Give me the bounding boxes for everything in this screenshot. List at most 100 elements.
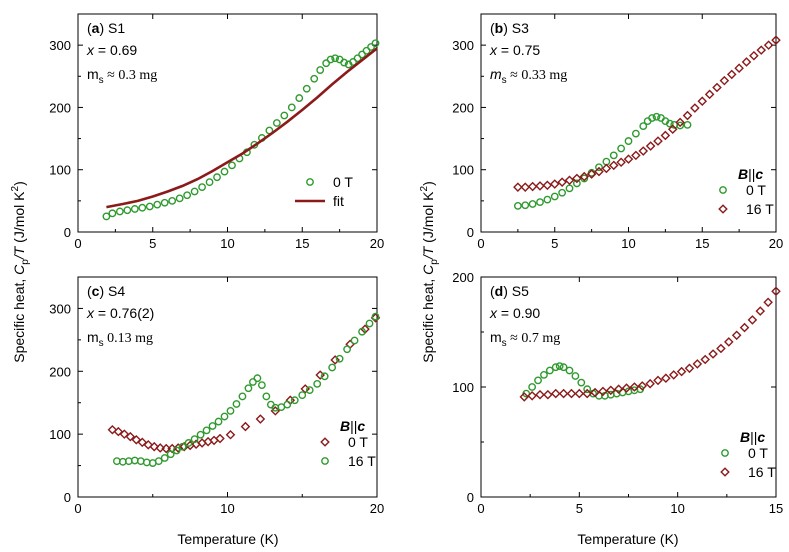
data-point — [594, 166, 604, 177]
data-point — [571, 372, 580, 380]
x-tick-label: 10 — [670, 501, 684, 516]
data-point — [682, 110, 693, 121]
legend: B||c0 T 16 T — [320, 418, 376, 469]
x-tick-label: 0 — [477, 501, 484, 516]
y-tick-label: 200 — [49, 100, 71, 115]
data-point — [574, 388, 585, 399]
data-point — [528, 200, 537, 208]
data-point — [208, 422, 217, 430]
data-point — [608, 160, 619, 171]
data-point — [577, 378, 586, 387]
y-tick-label: 200 — [49, 364, 71, 379]
data-point — [262, 392, 271, 401]
data-point — [623, 154, 634, 164]
data-point — [558, 188, 567, 197]
data-point — [535, 181, 545, 191]
data-point — [513, 182, 523, 192]
data-point — [543, 195, 552, 204]
y-tick-label: 0 — [467, 225, 474, 240]
data-point — [513, 201, 522, 210]
data-point — [283, 400, 292, 409]
legend-label: 0 T — [746, 182, 766, 198]
data-point — [298, 391, 307, 400]
data-point — [137, 437, 148, 448]
y-tick-label: 100 — [49, 427, 71, 442]
data-point — [131, 435, 142, 445]
legend-swatch — [719, 186, 727, 194]
data-point — [255, 414, 266, 424]
data-point — [716, 343, 726, 354]
data-point — [558, 388, 569, 399]
y-axis-label-left: Specific heat, Cp/T (J/mol K2) — [10, 181, 31, 363]
data-point — [692, 359, 703, 369]
legend-title: B||c — [738, 166, 763, 182]
data-point — [330, 355, 340, 365]
data-point — [521, 201, 530, 210]
x-tick-label: 10 — [220, 501, 234, 516]
data-point — [675, 117, 685, 128]
data-point — [583, 385, 592, 394]
data-point — [362, 46, 371, 55]
y-tick-label: 0 — [467, 490, 474, 505]
y-tick-label: 300 — [49, 38, 71, 53]
legend-label: 0 T — [348, 434, 368, 450]
data-point — [645, 378, 655, 389]
data-point — [349, 58, 357, 66]
data-point — [125, 431, 136, 442]
data-point — [572, 179, 581, 188]
panel-label: (c) S4 — [87, 283, 125, 299]
data-point — [295, 94, 304, 102]
data-point — [624, 137, 633, 145]
x-tick-label: 0 — [477, 236, 484, 251]
data-point — [160, 454, 169, 462]
data-point — [102, 212, 111, 221]
x-tick-label: 20 — [370, 236, 384, 251]
data-point — [527, 391, 537, 401]
data-point — [652, 112, 661, 121]
data-point — [220, 412, 229, 421]
data-point — [272, 119, 281, 127]
series-fit — [106, 47, 378, 209]
data-point — [739, 322, 750, 333]
legend-swatch — [320, 437, 330, 447]
data-point — [315, 370, 325, 380]
data-point — [621, 383, 632, 393]
data-point — [676, 366, 687, 377]
series-16-t — [112, 312, 380, 467]
data-point — [565, 184, 574, 193]
x-tick-label: 0 — [74, 236, 81, 251]
data-point — [519, 392, 530, 402]
data-point — [249, 378, 257, 386]
data-point — [639, 122, 648, 131]
data-point — [536, 198, 544, 207]
data-point — [749, 50, 759, 61]
data-point — [638, 146, 649, 156]
panel-label: (a) S1 — [87, 20, 125, 36]
data-point — [595, 163, 603, 172]
data-point — [115, 207, 124, 216]
x-tick-label: 15 — [769, 501, 783, 516]
data-point — [226, 406, 235, 415]
data-point — [155, 443, 166, 453]
data-point — [763, 40, 774, 50]
data-point — [540, 370, 548, 379]
data-point — [328, 363, 337, 372]
data-point — [290, 396, 299, 405]
data-point — [631, 150, 641, 161]
x-tick-label: 15 — [295, 236, 309, 251]
legend-label: 16 T — [746, 201, 774, 217]
legend-label: fit — [333, 193, 344, 209]
data-point — [617, 144, 626, 153]
data-point — [358, 50, 366, 59]
data-point — [322, 59, 331, 68]
data-point — [719, 75, 730, 86]
data-point — [310, 74, 319, 83]
data-point — [726, 69, 737, 80]
series-0-t — [513, 112, 692, 210]
x-tick-label: 0 — [74, 501, 81, 516]
data-point — [123, 206, 132, 215]
data-point — [613, 384, 624, 394]
data-point — [175, 194, 184, 203]
data-point — [350, 336, 359, 345]
x-tick-label: 20 — [370, 501, 384, 516]
